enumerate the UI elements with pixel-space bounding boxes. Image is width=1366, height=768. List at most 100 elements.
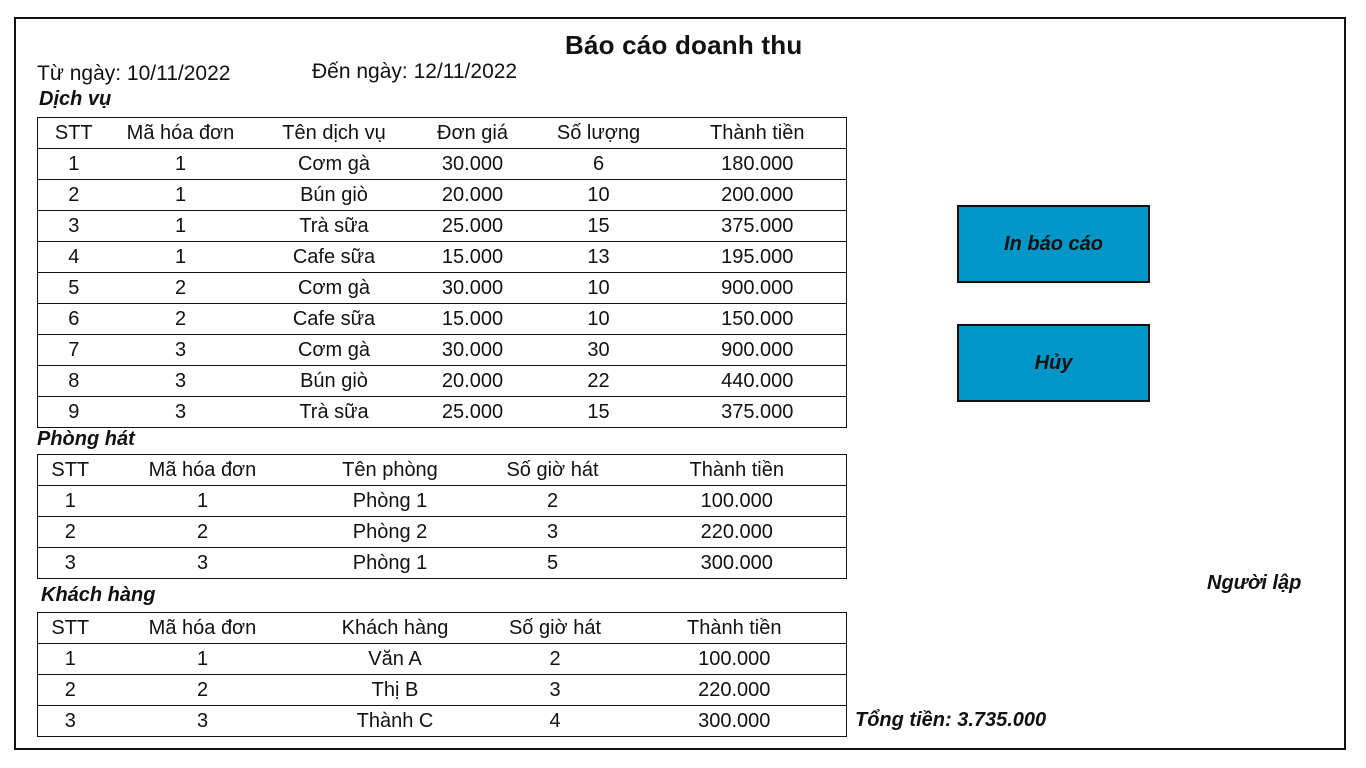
rooms-table: STT Mã hóa đơn Tên phòng Số giờ hát Thành ti… xyxy=(37,454,847,579)
print-report-label: In báo cáo xyxy=(1004,232,1103,255)
table-cell: 10 xyxy=(528,179,669,211)
table-cell: 1 xyxy=(109,210,252,242)
table-cell: 150.000 xyxy=(668,303,847,335)
table-cell: 3 xyxy=(37,547,103,579)
table-row: 6 2 Cafe sữa 15.000 10 150.000 xyxy=(37,303,847,335)
table-cell: 300.000 xyxy=(622,705,847,737)
table-cell: 2 xyxy=(477,485,628,517)
table-row: 5 2 Cơm gà 30.000 10 900.000 xyxy=(37,272,847,304)
table-row: 2 1 Bún giò 20.000 10 200.000 xyxy=(37,179,847,211)
table-row: 1 1 Cơm gà 30.000 6 180.000 xyxy=(37,148,847,180)
table-cell: 3 xyxy=(37,705,103,737)
total-amount: Tổng tiền: 3.735.000 xyxy=(855,709,1047,731)
table-cell: 375.000 xyxy=(668,396,847,428)
column-header: Số lượng xyxy=(556,121,641,144)
column-header: Thành tiền xyxy=(689,458,784,481)
table-cell: Phòng 1 xyxy=(302,547,478,579)
report-frame xyxy=(14,17,1346,750)
table-cell: Cafe sữa xyxy=(251,303,417,335)
table-cell: Phòng 2 xyxy=(302,516,478,548)
table-row: 7 3 Cơm gà 30.000 30 900.000 xyxy=(37,334,847,366)
table-row: 1 1 Văn A 2 100.000 xyxy=(37,643,847,675)
table-row: 9 3 Trà sữa 25.000 15 375.000 xyxy=(37,396,847,428)
column-header: STT xyxy=(51,458,90,481)
cancel-button[interactable]: Hủy xyxy=(957,324,1150,402)
table-cell: 5 xyxy=(37,272,110,304)
table-row: 8 3 Bún giò 20.000 22 440.000 xyxy=(37,365,847,397)
services-table: STT Mã hóa đơn Tên dịch vụ Đơn giá Số lượng T… xyxy=(37,117,847,428)
table-cell: 25.000 xyxy=(416,396,529,428)
table-row: 2 2 Phòng 2 3 220.000 xyxy=(37,516,847,548)
column-header: Số giờ hát xyxy=(506,458,599,481)
services-section-label: Dịch vụ xyxy=(39,88,112,110)
table-cell: 1 xyxy=(102,485,303,517)
table-cell: 200.000 xyxy=(668,179,847,211)
table-cell: 3 xyxy=(109,396,252,428)
column-header: Khách hàng xyxy=(341,616,449,639)
table-cell: 15.000 xyxy=(416,241,529,273)
page-title: Báo cáo doanh thu xyxy=(565,30,803,60)
column-header: STT xyxy=(54,121,93,144)
to-date: Đến ngày: 12/11/2022 xyxy=(312,60,518,83)
table-cell: 2 xyxy=(487,643,623,675)
table-cell: 5 xyxy=(477,547,628,579)
print-report-button[interactable]: In báo cáo xyxy=(957,205,1150,283)
table-cell: 375.000 xyxy=(668,210,847,242)
table-cell: 10 xyxy=(528,303,669,335)
table-cell: 1 xyxy=(37,148,110,180)
column-header: Mã hóa đơn xyxy=(148,458,257,481)
table-cell: Văn A xyxy=(302,643,488,675)
table-cell: Phòng 1 xyxy=(302,485,478,517)
from-date: Từ ngày: 10/11/2022 xyxy=(37,62,231,85)
column-header: Thành tiền xyxy=(686,616,782,639)
table-cell: 3 xyxy=(102,547,303,579)
table-cell: Cơm gà xyxy=(251,272,417,304)
table-row: 2 2 Thị B 3 220.000 xyxy=(37,674,847,706)
table-cell: 300.000 xyxy=(627,547,847,579)
table-cell: 13 xyxy=(528,241,669,273)
table-cell: Thành C xyxy=(302,705,488,737)
table-cell: 2 xyxy=(37,516,103,548)
table-cell: 15 xyxy=(528,210,669,242)
table-cell: 20.000 xyxy=(416,179,529,211)
column-header: Thành tiền xyxy=(709,121,805,144)
table-cell: 3 xyxy=(487,674,623,706)
table-cell: 3 xyxy=(109,334,252,366)
table-cell: 22 xyxy=(528,365,669,397)
table-cell: 100.000 xyxy=(622,643,847,675)
table-cell: 30.000 xyxy=(416,148,529,180)
table-cell: 3 xyxy=(477,516,628,548)
table-cell: Trà sữa xyxy=(251,210,417,242)
table-cell: 30 xyxy=(528,334,669,366)
table-cell: 2 xyxy=(37,179,110,211)
table-cell: 1 xyxy=(102,643,303,675)
table-cell: 3 xyxy=(37,210,110,242)
table-cell: 2 xyxy=(37,674,103,706)
table-cell: 1 xyxy=(37,485,103,517)
column-header: Mã hóa đơn xyxy=(148,616,257,639)
table-cell: 2 xyxy=(102,516,303,548)
customers-section-label: Khách hàng xyxy=(41,584,156,606)
table-cell: Cơm gà xyxy=(251,334,417,366)
table-cell: Cafe sữa xyxy=(251,241,417,273)
column-header: Tên dịch vụ xyxy=(282,121,386,144)
table-cell: 4 xyxy=(37,241,110,273)
table-cell: 30.000 xyxy=(416,272,529,304)
table-cell: 4 xyxy=(487,705,623,737)
table-cell: 7 xyxy=(37,334,110,366)
table-cell: 1 xyxy=(109,241,252,273)
table-cell: 2 xyxy=(109,272,252,304)
table-cell: Bún giò xyxy=(251,365,417,397)
table-cell: 440.000 xyxy=(668,365,847,397)
table-cell: 6 xyxy=(528,148,669,180)
table-cell: 6 xyxy=(37,303,110,335)
table-cell: 30.000 xyxy=(416,334,529,366)
rooms-section-label: Phòng hát xyxy=(37,428,135,450)
table-cell: 2 xyxy=(102,674,303,706)
column-header: Tên phòng xyxy=(342,458,438,481)
table-header-row: STT Mã hóa đơn Tên phòng Số giờ hát Thành ti… xyxy=(38,455,847,486)
column-header: Mã hóa đơn xyxy=(126,121,235,144)
table-cell: 220.000 xyxy=(627,516,847,548)
table-cell: 1 xyxy=(109,179,252,211)
customers-table: STT Mã hóa đơn Khách hàng Số giờ hát Thành t… xyxy=(37,612,847,737)
